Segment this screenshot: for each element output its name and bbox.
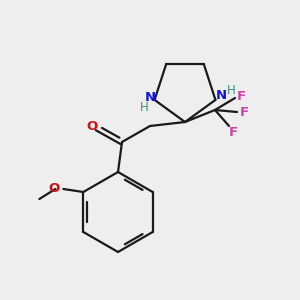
Text: O: O (86, 119, 98, 133)
Text: H: H (140, 101, 149, 114)
Text: H: H (227, 84, 236, 98)
Text: F: F (239, 106, 249, 118)
Text: N: N (216, 89, 227, 102)
Text: F: F (228, 125, 238, 139)
Text: O: O (48, 182, 59, 194)
Text: N: N (145, 92, 156, 104)
Text: F: F (236, 91, 246, 103)
